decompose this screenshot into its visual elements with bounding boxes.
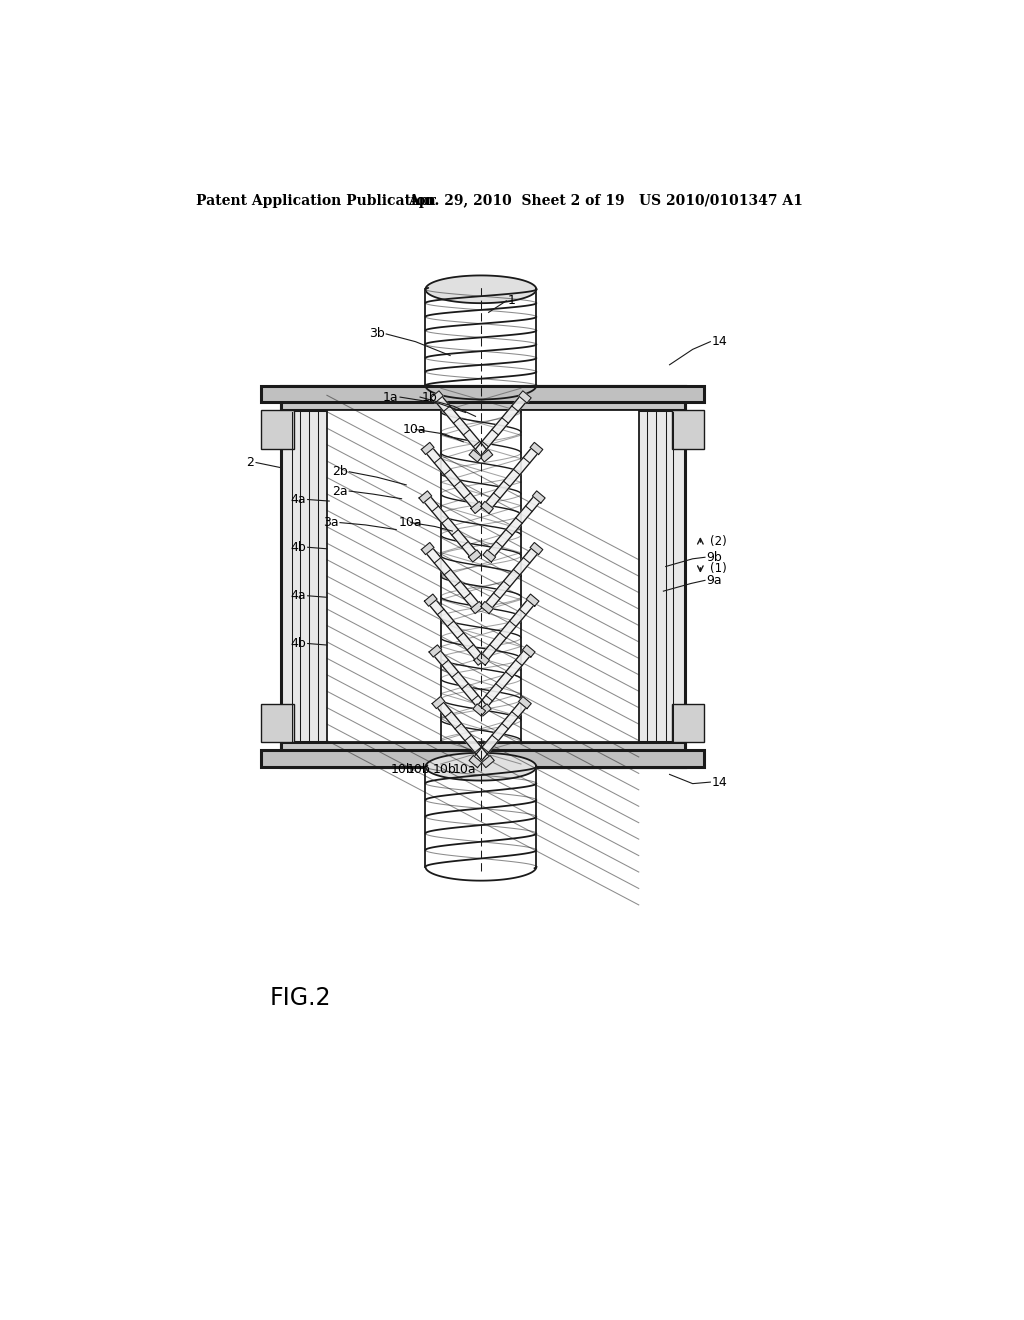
Polygon shape xyxy=(435,700,492,764)
Polygon shape xyxy=(476,648,532,713)
Text: Apr. 29, 2010  Sheet 2 of 19: Apr. 29, 2010 Sheet 2 of 19 xyxy=(408,194,625,207)
Polygon shape xyxy=(469,550,481,562)
Polygon shape xyxy=(477,653,489,665)
Text: 9a: 9a xyxy=(707,574,722,587)
Polygon shape xyxy=(471,502,483,513)
Polygon shape xyxy=(486,494,542,558)
Polygon shape xyxy=(473,704,485,715)
Text: 2a: 2a xyxy=(332,484,348,498)
Text: 14: 14 xyxy=(712,776,728,788)
Text: US 2010/0101347 A1: US 2010/0101347 A1 xyxy=(639,194,803,207)
Polygon shape xyxy=(424,446,480,510)
Bar xyxy=(672,704,705,742)
Polygon shape xyxy=(424,594,437,606)
Text: 10a: 10a xyxy=(402,422,426,436)
Bar xyxy=(327,411,639,742)
Polygon shape xyxy=(424,546,480,610)
Polygon shape xyxy=(422,494,478,558)
Polygon shape xyxy=(430,391,443,403)
Text: 4b: 4b xyxy=(291,638,306,649)
Text: 1: 1 xyxy=(508,294,516,308)
Bar xyxy=(261,385,705,403)
Bar xyxy=(261,750,705,767)
Text: (1): (1) xyxy=(710,561,726,574)
Polygon shape xyxy=(480,602,494,614)
Polygon shape xyxy=(472,395,528,458)
Text: 3a: 3a xyxy=(323,516,339,529)
Bar xyxy=(281,742,685,767)
Polygon shape xyxy=(522,645,536,657)
Polygon shape xyxy=(518,391,531,403)
Polygon shape xyxy=(434,395,489,458)
Polygon shape xyxy=(481,755,495,768)
Polygon shape xyxy=(419,491,432,503)
Polygon shape xyxy=(483,546,540,610)
Text: (2): (2) xyxy=(710,536,726,548)
Polygon shape xyxy=(474,653,486,665)
Polygon shape xyxy=(530,543,543,554)
Polygon shape xyxy=(429,645,441,657)
Polygon shape xyxy=(483,550,496,562)
Polygon shape xyxy=(469,755,481,768)
Text: 10b: 10b xyxy=(433,763,457,776)
Text: 10a: 10a xyxy=(453,763,476,776)
Bar xyxy=(261,704,294,742)
Bar xyxy=(261,411,294,449)
Text: FIG.2: FIG.2 xyxy=(269,986,331,1010)
Text: 10b: 10b xyxy=(407,763,430,776)
Bar xyxy=(672,411,705,449)
Polygon shape xyxy=(483,446,540,510)
Text: 4a: 4a xyxy=(291,589,306,602)
Polygon shape xyxy=(472,700,528,764)
Bar xyxy=(281,385,685,767)
Polygon shape xyxy=(518,697,531,709)
Bar xyxy=(281,385,685,411)
Polygon shape xyxy=(480,502,494,513)
Text: 2b: 2b xyxy=(332,465,348,478)
Polygon shape xyxy=(432,648,488,713)
Text: 9b: 9b xyxy=(707,550,722,564)
Polygon shape xyxy=(426,752,537,780)
Polygon shape xyxy=(480,598,536,661)
Polygon shape xyxy=(469,450,481,462)
Polygon shape xyxy=(471,602,483,614)
Polygon shape xyxy=(427,598,483,661)
Polygon shape xyxy=(526,594,539,606)
Text: 3b: 3b xyxy=(369,327,385,341)
Polygon shape xyxy=(421,543,434,554)
Polygon shape xyxy=(478,704,492,715)
Text: 2: 2 xyxy=(246,455,254,469)
Polygon shape xyxy=(432,697,444,709)
Text: Patent Application Publication: Patent Application Publication xyxy=(196,194,435,207)
Text: 4a: 4a xyxy=(291,492,306,506)
Text: 10a: 10a xyxy=(398,516,422,529)
Polygon shape xyxy=(426,276,537,304)
Polygon shape xyxy=(480,450,493,462)
Polygon shape xyxy=(532,491,545,503)
Text: 14: 14 xyxy=(712,335,728,348)
Polygon shape xyxy=(421,442,434,454)
Polygon shape xyxy=(530,442,543,454)
Text: 1b: 1b xyxy=(422,391,437,404)
Text: 1a: 1a xyxy=(383,391,398,404)
Text: 10b: 10b xyxy=(391,763,415,776)
Text: 4b: 4b xyxy=(291,541,306,554)
